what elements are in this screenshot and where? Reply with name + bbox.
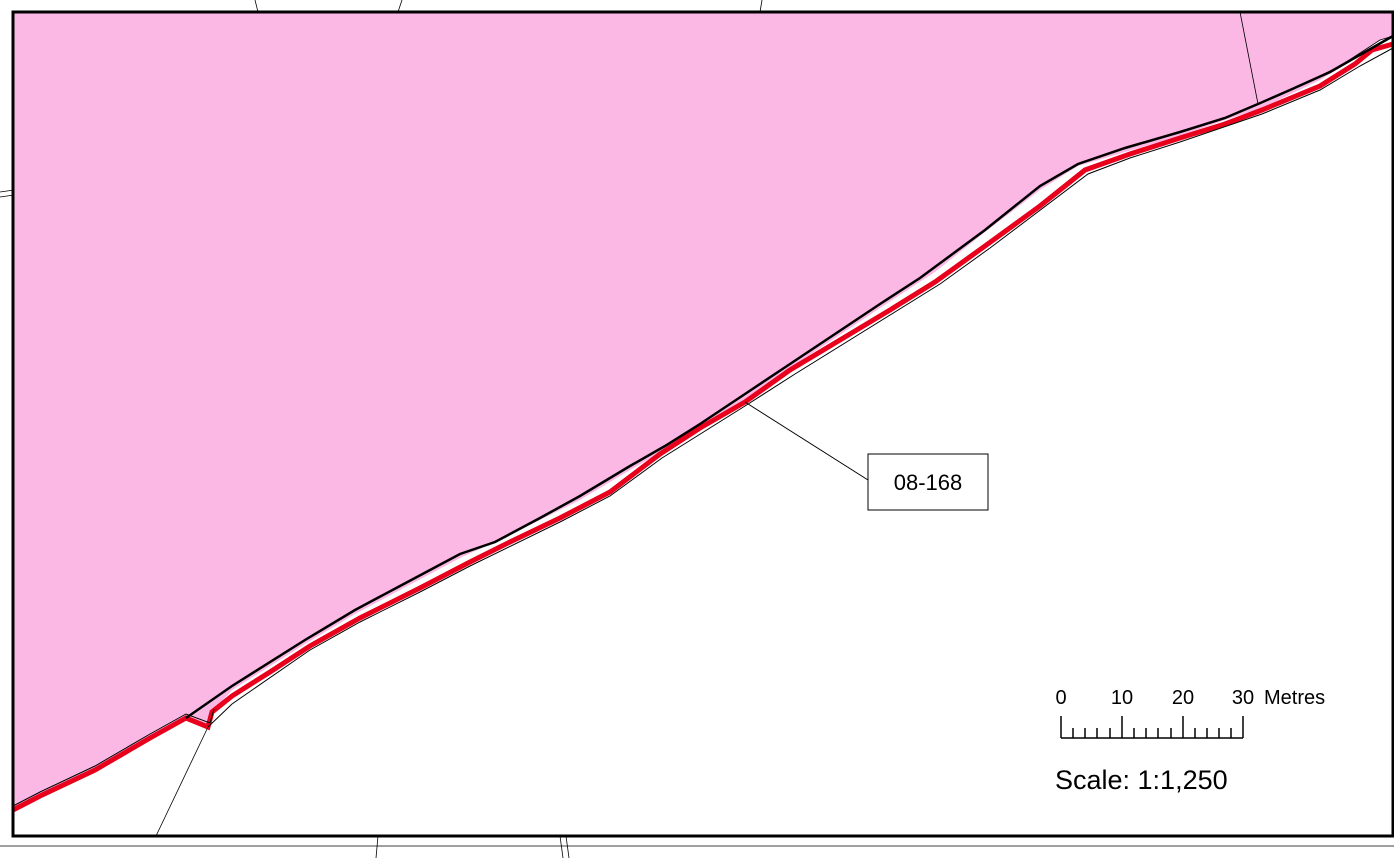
scale-tick-0: 0 [1055,687,1066,709]
parcel-label: 08-168 [894,470,963,495]
scale-tick-20: 20 [1172,687,1194,709]
parcel-area [13,12,1393,810]
parcel-edge-line [185,34,1394,720]
label-leader-line [744,401,869,481]
scale-ratio-text: Scale: 1:1,250 [1055,765,1228,795]
parcel-label-box [867,453,989,511]
scale-unit: Metres [1264,687,1325,709]
parcel-division-lines [155,11,1394,837]
red-boundary-line [11,41,1394,813]
scale-bar-ruler [1060,716,1244,739]
map-frame-border [11,10,1394,838]
scale-tick-30: 30 [1232,687,1254,709]
scale-tick-10: 10 [1111,687,1133,709]
scale-bar: 0 10 20 30 Metres Scale: 1:1,250 [1055,687,1325,795]
